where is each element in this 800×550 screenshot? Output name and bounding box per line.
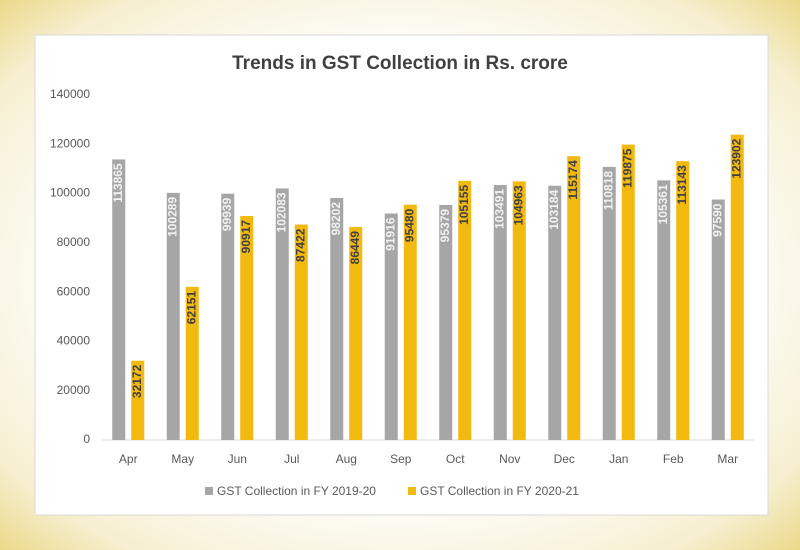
value-label: 102083	[274, 192, 288, 232]
value-label: 62151	[184, 291, 198, 325]
value-label: 90917	[239, 220, 253, 254]
y-tick-label: 40000	[57, 334, 91, 348]
x-tick-label: Jul	[284, 452, 299, 466]
value-label: 97590	[710, 203, 724, 237]
bar	[493, 184, 507, 440]
chart-title: Trends in GST Collection in Rs. crore	[232, 53, 568, 74]
value-label: 95379	[438, 209, 452, 243]
legend-swatch	[205, 487, 213, 495]
bar	[548, 185, 562, 440]
bar	[240, 215, 254, 440]
bar	[185, 286, 199, 440]
legend-label: GST Collection in FY 2019-20	[217, 484, 376, 498]
value-label: 123902	[729, 138, 743, 178]
value-label: 105361	[656, 184, 670, 224]
bar	[730, 134, 744, 440]
x-tick-label: Mar	[717, 452, 738, 466]
bar	[458, 180, 472, 440]
value-label: 100289	[165, 197, 179, 237]
x-tick-label: Jan	[609, 452, 628, 466]
legend-label: GST Collection in FY 2020-21	[420, 484, 579, 498]
bar	[439, 204, 453, 440]
bar	[602, 166, 616, 440]
x-tick-label: Feb	[663, 452, 684, 466]
y-tick-label: 20000	[57, 383, 91, 397]
bar	[403, 204, 417, 440]
bar	[166, 192, 180, 440]
bar	[711, 199, 725, 440]
value-label: 113865	[111, 163, 125, 203]
y-tick-label: 100000	[50, 186, 90, 200]
value-label: 32172	[130, 364, 144, 398]
bar	[330, 198, 344, 440]
bar	[657, 180, 671, 440]
value-label: 110818	[601, 171, 615, 211]
x-tick-label: Jun	[228, 452, 247, 466]
value-label: 87422	[293, 228, 307, 262]
x-tick-label: Oct	[446, 452, 465, 466]
legend-swatch	[407, 487, 416, 495]
bar	[621, 144, 635, 440]
y-tick-label: 140000	[50, 87, 90, 101]
value-label: 95480	[402, 208, 416, 242]
value-label: 105155	[457, 185, 471, 225]
x-tick-label: Aug	[336, 452, 357, 466]
y-tick-label: 60000	[57, 284, 91, 298]
bar	[112, 159, 126, 440]
y-tick-label: 80000	[57, 235, 91, 249]
bar	[275, 188, 289, 440]
bar	[567, 156, 581, 441]
bar	[676, 161, 690, 440]
value-label: 103184	[547, 189, 561, 229]
x-tick-label: May	[171, 452, 194, 466]
x-tick-label: Sep	[390, 452, 412, 466]
x-tick-label: Nov	[499, 452, 520, 466]
y-tick-label: 0	[83, 432, 90, 446]
x-tick-label: Apr	[119, 452, 138, 466]
bar	[221, 193, 235, 440]
value-label: 99939	[220, 197, 234, 231]
value-label: 104963	[511, 185, 525, 225]
value-label: 86449	[348, 231, 362, 265]
value-label: 115174	[566, 160, 580, 200]
y-tick-label: 120000	[50, 136, 90, 150]
bar	[349, 226, 363, 440]
bar	[294, 224, 308, 440]
value-label: 91916	[383, 217, 397, 251]
bar	[384, 213, 398, 440]
chart-panel	[34, 34, 769, 516]
value-label: 103491	[492, 189, 506, 229]
bar	[512, 181, 526, 440]
value-label: 98202	[329, 202, 343, 236]
value-label: 119875	[620, 148, 634, 188]
bar	[131, 360, 145, 440]
value-label: 113143	[675, 165, 689, 205]
x-tick-label: Dec	[554, 452, 575, 466]
